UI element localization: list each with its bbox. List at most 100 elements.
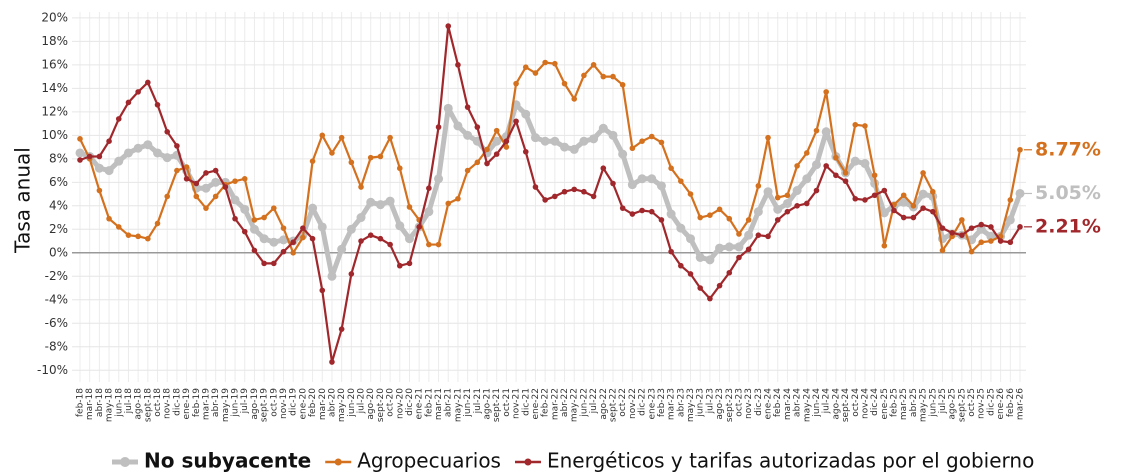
point: [212, 167, 219, 174]
x-tick-label: may-21: [453, 388, 463, 422]
point: [627, 180, 637, 190]
x-tick-label: jul-20: [357, 388, 367, 415]
point: [348, 271, 355, 277]
point: [910, 203, 917, 209]
point: [871, 192, 878, 199]
point: [463, 130, 473, 140]
point: [338, 134, 345, 141]
y-tick-label: 8%: [49, 151, 68, 165]
point: [976, 224, 986, 234]
point: [464, 167, 471, 174]
point: [697, 214, 704, 221]
point: [823, 89, 829, 95]
point: [918, 189, 928, 199]
x-tick-label: mar-25: [899, 388, 909, 420]
point: [765, 233, 771, 240]
point: [338, 326, 345, 332]
point: [317, 222, 327, 232]
x-tick-label: may-25: [919, 388, 929, 422]
x-tick-label: oct-20: [386, 388, 396, 417]
point: [850, 156, 860, 166]
point: [530, 133, 540, 143]
point: [668, 165, 674, 172]
point: [300, 234, 306, 241]
x-tick-label: nov-18: [163, 388, 173, 419]
x-tick-label: abr-20: [327, 388, 337, 417]
point: [395, 221, 405, 231]
point: [629, 145, 636, 152]
point: [203, 205, 209, 211]
x-tick-label: jul-24: [822, 388, 832, 415]
point: [773, 204, 783, 214]
point: [579, 136, 589, 146]
point: [230, 195, 240, 205]
point: [949, 230, 955, 236]
point: [862, 123, 868, 129]
point: [804, 200, 810, 207]
point: [308, 203, 318, 213]
point: [978, 239, 985, 246]
x-tick-label: sept-25: [957, 388, 967, 422]
point: [959, 232, 965, 238]
point: [658, 217, 665, 223]
point: [774, 217, 781, 223]
point: [493, 127, 500, 134]
point: [484, 160, 490, 167]
legend-marker: [334, 458, 342, 466]
point: [920, 170, 926, 176]
point: [387, 134, 393, 141]
point: [707, 212, 713, 219]
point: [656, 181, 666, 191]
point: [241, 228, 248, 235]
point: [988, 224, 994, 230]
x-tick-label: ago-24: [831, 388, 841, 420]
point: [232, 215, 238, 222]
point: [1005, 215, 1015, 225]
point: [610, 73, 616, 80]
point: [619, 82, 626, 88]
x-tick-label: dic-20: [405, 388, 415, 416]
y-tick-label: 12%: [41, 104, 68, 118]
point: [1017, 224, 1023, 230]
point: [387, 241, 393, 248]
point: [823, 163, 829, 169]
point: [939, 247, 946, 254]
point: [154, 101, 161, 108]
point: [240, 204, 250, 214]
point: [695, 252, 705, 262]
point: [319, 287, 326, 294]
point: [241, 175, 248, 182]
x-tick-label: dic-24: [870, 388, 880, 416]
point: [986, 231, 996, 241]
point: [280, 225, 287, 231]
y-tick-label: 20%: [41, 10, 68, 24]
point: [618, 149, 628, 159]
x-tick-label: mar-22: [550, 388, 560, 420]
point: [540, 136, 550, 146]
point: [77, 157, 83, 163]
point: [474, 159, 481, 166]
point: [445, 23, 452, 29]
point: [774, 194, 781, 201]
x-tick-label: nov-23: [744, 388, 754, 419]
point: [648, 133, 655, 140]
x-tick-label: oct-22: [618, 388, 628, 417]
x-tick-label: nov-22: [628, 388, 638, 419]
point: [968, 248, 975, 255]
x-tick-label: oct-25: [967, 388, 977, 417]
point: [75, 148, 85, 158]
x-tick-label: feb-23: [657, 388, 667, 417]
y-tick-label: -6%: [45, 316, 68, 330]
point: [484, 146, 490, 153]
point: [891, 207, 897, 214]
x-tick-label: nov-21: [512, 388, 522, 419]
x-tick-label: may-24: [802, 388, 812, 422]
point: [910, 214, 917, 221]
point: [96, 153, 103, 160]
point: [377, 153, 384, 160]
point: [705, 255, 715, 265]
point: [434, 174, 444, 184]
x-tick-label: nov-24: [860, 388, 870, 419]
point: [744, 230, 754, 240]
point: [251, 247, 258, 254]
